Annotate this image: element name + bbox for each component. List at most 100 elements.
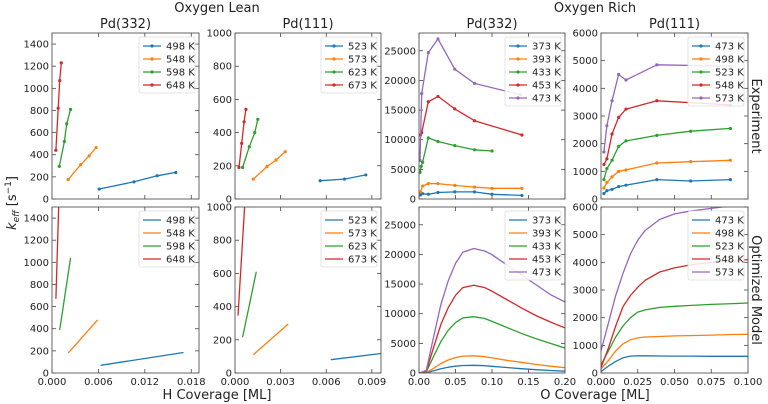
series-line: [603, 100, 731, 165]
series-line: [241, 119, 259, 168]
y-tick-label: 20000: [384, 250, 416, 261]
legend-label: 473 K: [715, 42, 744, 53]
legend-label: 648 K: [166, 81, 195, 92]
legend-label: 673 K: [348, 255, 377, 266]
legend-label: 373 K: [532, 216, 561, 227]
y-tick-label: 400: [30, 324, 49, 335]
series-498K: [97, 170, 178, 191]
series-573K: [602, 63, 732, 154]
data-point: [689, 129, 693, 133]
data-point: [436, 37, 440, 41]
series-548K: [66, 145, 98, 182]
data-point: [426, 192, 430, 196]
legend-marker: [516, 57, 520, 61]
legend: 523 K 573 K 623 K 673 K: [320, 36, 378, 94]
series-523K: [318, 173, 368, 183]
y-tick-label: 800: [213, 62, 232, 73]
x-tick-label: 0.000: [587, 377, 616, 388]
series-573K: [252, 323, 289, 356]
subplot-experiment-1: Pd(111) 0 200 400 600 800 1000 523 K 573 K 623 K 6…: [207, 17, 382, 206]
x-tick-label: 0.025: [623, 377, 652, 388]
series-line: [603, 127, 731, 180]
y-tick-label: 800: [30, 280, 49, 291]
data-point: [155, 174, 159, 178]
legend-label: 548 K: [166, 229, 195, 240]
legend-marker: [150, 70, 154, 74]
x-tick-label: 0.20: [554, 377, 576, 388]
y-tick-label: 1000: [207, 203, 232, 214]
legend-label: 523 K: [348, 216, 377, 227]
y-tick-label: 400: [30, 150, 49, 161]
data-point: [453, 67, 457, 71]
data-point: [728, 126, 732, 131]
row-label-optimized-model: Optimized Model: [748, 235, 763, 345]
legend-box: [138, 36, 196, 94]
series-523K: [601, 302, 748, 366]
data-point: [605, 180, 609, 184]
data-point: [241, 165, 245, 170]
legend-label: 473 K: [715, 216, 744, 227]
legend-label: 453 K: [532, 81, 561, 92]
series-line: [603, 159, 731, 189]
series-line: [603, 178, 731, 194]
y-axis-label: keff [s−1]: [4, 176, 22, 230]
series-line: [59, 257, 72, 330]
y-tick-label: 800: [213, 236, 232, 247]
y-tick-label: 200: [213, 335, 232, 346]
axes-frame: [51, 206, 200, 374]
series-523K: [330, 352, 381, 361]
data-point: [57, 164, 61, 168]
series-line: [419, 316, 565, 373]
data-point: [87, 154, 91, 158]
legend-label: 548 K: [166, 55, 195, 66]
legend-label: 548 K: [715, 81, 744, 92]
data-point: [689, 179, 693, 183]
subplot-experiment-3: Pd(111) 0 1000 2000 3000 4000 5000 6000 473 K 498…: [573, 17, 749, 206]
data-point: [436, 139, 440, 144]
data-point: [610, 99, 614, 103]
data-point: [419, 170, 422, 174]
data-point: [256, 117, 260, 121]
series-473K: [419, 37, 523, 163]
series-line: [252, 323, 289, 356]
y-tick-label: 400: [213, 302, 232, 313]
data-point: [420, 91, 424, 96]
legend-label: 433 K: [532, 242, 561, 253]
data-point: [605, 189, 609, 193]
data-point: [472, 81, 477, 85]
series-473K: [601, 355, 748, 373]
data-point: [132, 180, 136, 184]
legend: 473 K 498 K 523 K 548 K 573 K: [687, 36, 745, 107]
y-tick-label: 6000: [573, 29, 598, 40]
y-tick-label: 0: [226, 369, 232, 380]
axes-frame: [234, 32, 382, 200]
data-point: [453, 190, 457, 194]
legend: 498 K 548 K 598 K 648 K: [138, 36, 196, 94]
series-498K: [602, 158, 732, 190]
data-point: [66, 178, 70, 182]
series-line: [55, 62, 62, 151]
y-label-unit: [s: [5, 194, 20, 210]
y-tick-label: 0: [592, 195, 598, 206]
data-point: [68, 107, 73, 111]
data-point: [472, 185, 477, 189]
y-tick-label: 10000: [384, 309, 416, 320]
series-373K: [419, 364, 565, 373]
y-tick-label: 3000: [573, 112, 598, 123]
series-373K: [419, 190, 524, 198]
series-line: [99, 171, 176, 190]
legend-label: 573 K: [348, 229, 377, 240]
legend-label: 598 K: [166, 68, 195, 79]
y-tick-label: 6000: [573, 203, 598, 214]
group-title-oxygen-lean: Oxygen Lean: [174, 1, 259, 16]
x-tick-label: 0.018: [177, 377, 206, 388]
data-point: [610, 132, 614, 136]
data-point: [426, 181, 430, 186]
y-tick-label: 20000: [384, 76, 416, 87]
y-tick-label: 200: [30, 172, 49, 183]
data-point: [419, 164, 423, 168]
data-point: [240, 141, 244, 145]
data-point: [655, 178, 659, 182]
data-point: [97, 187, 101, 191]
subplot-model-3: 0 1000 2000 3000 4000 5000 6000 0.000 0.025 0.050…: [573, 203, 763, 389]
